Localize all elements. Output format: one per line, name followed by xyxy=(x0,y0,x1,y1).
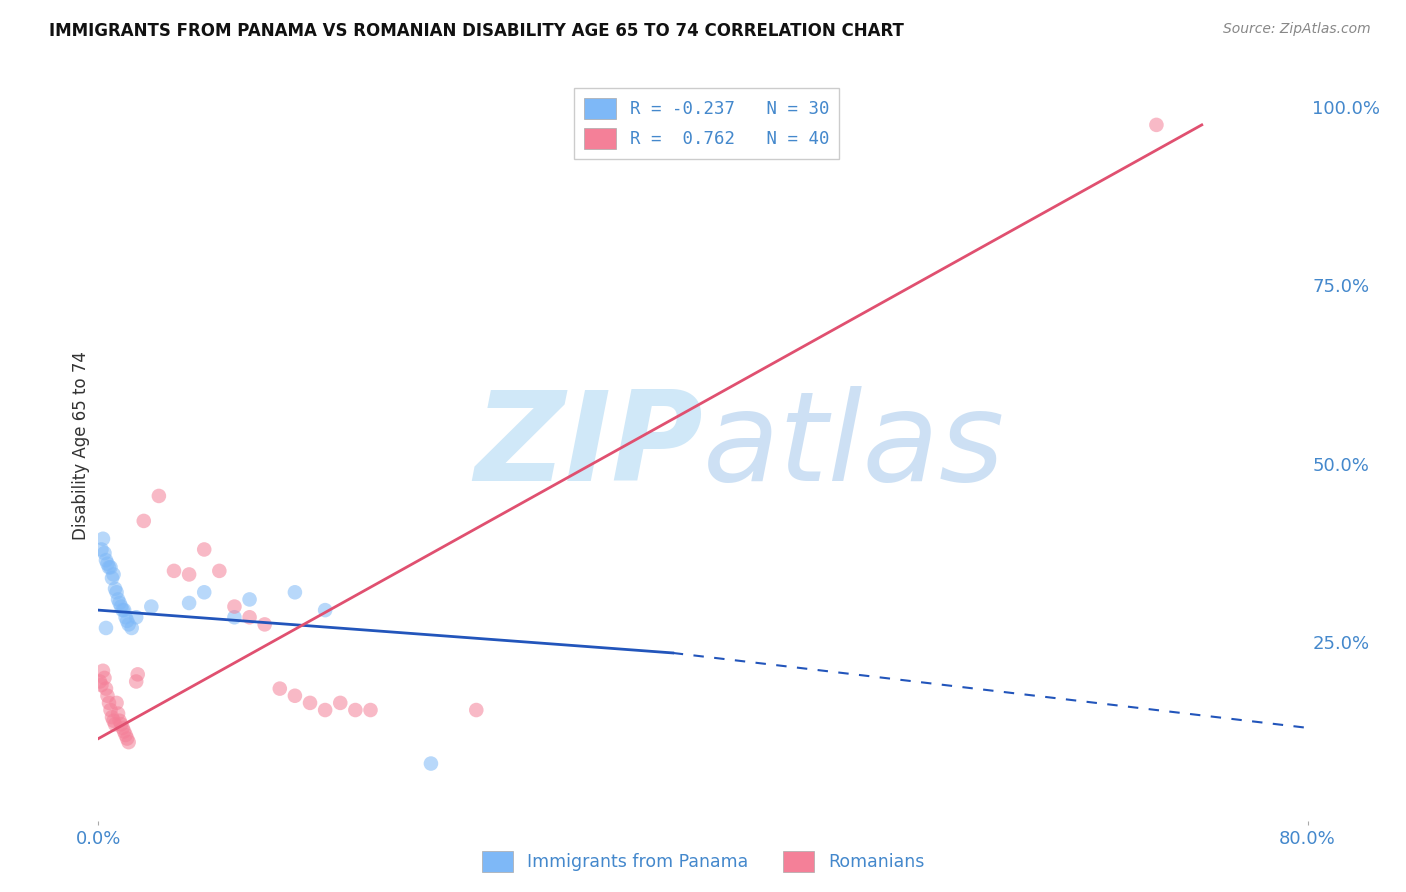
Point xyxy=(93,546,115,560)
Point xyxy=(239,592,262,607)
Point xyxy=(91,664,114,678)
Point xyxy=(101,710,124,724)
Point xyxy=(91,532,114,546)
Point xyxy=(179,596,201,610)
Point xyxy=(98,560,121,574)
Point xyxy=(100,703,122,717)
Point xyxy=(360,703,382,717)
Point xyxy=(127,667,149,681)
Point xyxy=(179,567,201,582)
Point xyxy=(107,592,129,607)
Point xyxy=(110,717,132,731)
Point xyxy=(125,674,148,689)
Point xyxy=(111,603,134,617)
Point xyxy=(112,724,135,739)
Point xyxy=(105,696,128,710)
Point xyxy=(90,678,112,692)
Point xyxy=(94,553,117,567)
Point xyxy=(115,731,138,746)
Point xyxy=(121,621,143,635)
Point xyxy=(108,596,131,610)
Point xyxy=(96,689,118,703)
Point xyxy=(314,603,336,617)
Point xyxy=(163,564,186,578)
Point xyxy=(101,571,124,585)
Text: atlas: atlas xyxy=(703,385,1005,507)
Point xyxy=(114,610,136,624)
Point xyxy=(239,610,262,624)
Point xyxy=(115,614,138,628)
Point xyxy=(104,582,127,596)
Point xyxy=(89,674,111,689)
Text: IMMIGRANTS FROM PANAMA VS ROMANIAN DISABILITY AGE 65 TO 74 CORRELATION CHART: IMMIGRANTS FROM PANAMA VS ROMANIAN DISAB… xyxy=(49,22,904,40)
Point xyxy=(344,703,367,717)
Point xyxy=(103,567,125,582)
Point xyxy=(125,610,148,624)
Point xyxy=(105,585,128,599)
Point xyxy=(253,617,276,632)
Point xyxy=(329,696,352,710)
Point xyxy=(465,703,488,717)
Point xyxy=(108,714,131,728)
Point xyxy=(1144,118,1167,132)
Point xyxy=(94,621,117,635)
Point xyxy=(132,514,155,528)
Legend: Immigrants from Panama, Romanians: Immigrants from Panama, Romanians xyxy=(475,844,931,879)
Point xyxy=(208,564,231,578)
Point xyxy=(114,728,136,742)
Point xyxy=(96,557,118,571)
Point xyxy=(93,671,115,685)
Point xyxy=(98,696,121,710)
Point xyxy=(314,703,336,717)
Point xyxy=(103,714,125,728)
Point xyxy=(141,599,163,614)
Point xyxy=(100,560,122,574)
Point xyxy=(284,585,307,599)
Point xyxy=(110,599,132,614)
Point xyxy=(284,689,307,703)
Point xyxy=(118,617,141,632)
Legend: R = -0.237   N = 30, R =  0.762   N = 40: R = -0.237 N = 30, R = 0.762 N = 40 xyxy=(574,87,839,160)
Text: ZIP: ZIP xyxy=(474,385,703,507)
Point xyxy=(107,706,129,721)
Point xyxy=(193,542,215,557)
Point xyxy=(193,585,215,599)
Point xyxy=(269,681,291,696)
Y-axis label: Disability Age 65 to 74: Disability Age 65 to 74 xyxy=(72,351,90,541)
Point xyxy=(299,696,322,710)
Point xyxy=(224,599,246,614)
Point xyxy=(94,681,117,696)
Point xyxy=(112,603,135,617)
Point xyxy=(118,735,141,749)
Point xyxy=(111,721,134,735)
Point xyxy=(224,610,246,624)
Point xyxy=(104,717,127,731)
Point xyxy=(420,756,443,771)
Text: Source: ZipAtlas.com: Source: ZipAtlas.com xyxy=(1223,22,1371,37)
Point xyxy=(90,542,112,557)
Point xyxy=(148,489,170,503)
